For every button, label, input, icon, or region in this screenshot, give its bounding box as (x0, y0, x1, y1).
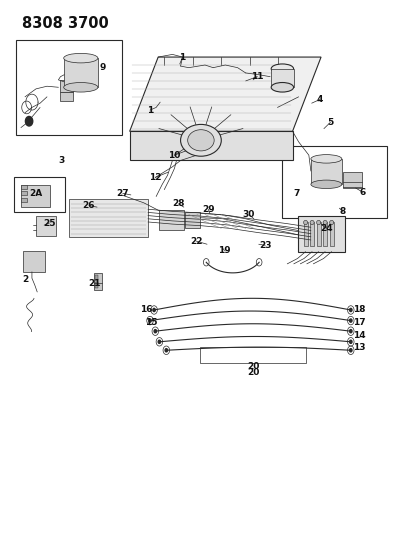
Text: 23: 23 (258, 241, 271, 250)
Text: 5: 5 (326, 118, 333, 127)
Bar (14, 177, 64, 213)
Text: 9: 9 (99, 63, 105, 71)
Bar (60, 80, 73, 92)
Text: 18: 18 (352, 305, 364, 314)
Text: 13: 13 (352, 343, 364, 352)
Ellipse shape (329, 220, 333, 224)
Bar (36, 216, 55, 236)
Ellipse shape (180, 124, 221, 156)
Circle shape (158, 340, 160, 343)
Text: 7: 7 (293, 189, 299, 198)
Bar (159, 211, 183, 230)
Ellipse shape (310, 180, 341, 189)
Ellipse shape (63, 83, 98, 92)
Text: 2: 2 (22, 275, 28, 284)
Text: 30: 30 (242, 210, 254, 219)
Bar (68, 199, 148, 237)
Text: 2A: 2A (29, 189, 43, 198)
Text: 26: 26 (83, 201, 95, 210)
Text: 27: 27 (116, 189, 129, 198)
Bar (21, 185, 27, 189)
Ellipse shape (187, 130, 213, 151)
Text: 4: 4 (316, 95, 322, 104)
Text: 20: 20 (246, 368, 258, 377)
Text: 29: 29 (202, 205, 214, 214)
Text: 10: 10 (168, 151, 180, 160)
Bar (322, 222, 326, 246)
Polygon shape (129, 131, 292, 160)
Ellipse shape (322, 220, 326, 224)
Bar (309, 222, 313, 246)
Polygon shape (63, 58, 98, 87)
Text: 8: 8 (339, 207, 345, 216)
Circle shape (148, 319, 151, 322)
Text: 22: 22 (189, 237, 202, 246)
Bar (94, 273, 102, 290)
Bar (184, 213, 200, 228)
Bar (21, 185, 50, 207)
Text: 8308 3700: 8308 3700 (22, 16, 108, 31)
Text: 6: 6 (359, 188, 365, 197)
Polygon shape (129, 57, 320, 131)
Polygon shape (310, 159, 341, 184)
Text: 12: 12 (149, 173, 161, 182)
Bar (95, 275, 98, 280)
Text: 10: 10 (72, 80, 84, 90)
Ellipse shape (310, 155, 341, 163)
Circle shape (154, 329, 156, 333)
Bar (60, 92, 73, 101)
Bar (281, 146, 387, 217)
Bar (200, 347, 305, 363)
Bar (95, 282, 98, 288)
Circle shape (153, 309, 155, 312)
Ellipse shape (63, 53, 98, 63)
Circle shape (349, 309, 351, 312)
Text: 11: 11 (250, 72, 263, 81)
Bar (21, 198, 27, 202)
Bar (342, 172, 361, 188)
Text: 24: 24 (319, 224, 332, 233)
Text: 16: 16 (139, 305, 152, 314)
Circle shape (25, 116, 33, 126)
Ellipse shape (270, 64, 293, 74)
Text: 3: 3 (58, 157, 65, 165)
Circle shape (161, 62, 167, 70)
Circle shape (165, 349, 167, 352)
Circle shape (189, 62, 196, 70)
Circle shape (246, 62, 252, 70)
Text: 21: 21 (88, 279, 100, 288)
Text: 20: 20 (246, 362, 258, 370)
Text: 15: 15 (145, 318, 157, 327)
Bar (303, 222, 307, 246)
Text: 14: 14 (352, 331, 364, 340)
Circle shape (349, 349, 351, 352)
Bar (22, 251, 45, 272)
Text: 19: 19 (218, 246, 230, 255)
Circle shape (274, 62, 281, 70)
Ellipse shape (303, 220, 307, 224)
Ellipse shape (309, 220, 313, 224)
Text: 17: 17 (352, 318, 364, 327)
Circle shape (349, 329, 351, 333)
Bar (329, 222, 333, 246)
Ellipse shape (270, 83, 293, 92)
Circle shape (218, 62, 224, 70)
Text: 1: 1 (146, 106, 153, 115)
Circle shape (349, 319, 351, 322)
Ellipse shape (316, 220, 320, 224)
Polygon shape (270, 69, 293, 87)
Bar (21, 191, 27, 196)
Text: 1: 1 (179, 53, 185, 62)
Circle shape (349, 340, 351, 343)
Bar (16, 39, 121, 135)
Text: 28: 28 (172, 199, 184, 208)
Bar (316, 222, 320, 246)
Bar (297, 216, 344, 252)
Text: 25: 25 (43, 219, 56, 228)
